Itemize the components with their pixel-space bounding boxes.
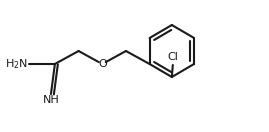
Text: O: O <box>98 59 107 69</box>
Text: Cl: Cl <box>167 52 178 62</box>
Text: NH: NH <box>43 95 59 105</box>
Text: H$_2$N: H$_2$N <box>5 57 28 71</box>
